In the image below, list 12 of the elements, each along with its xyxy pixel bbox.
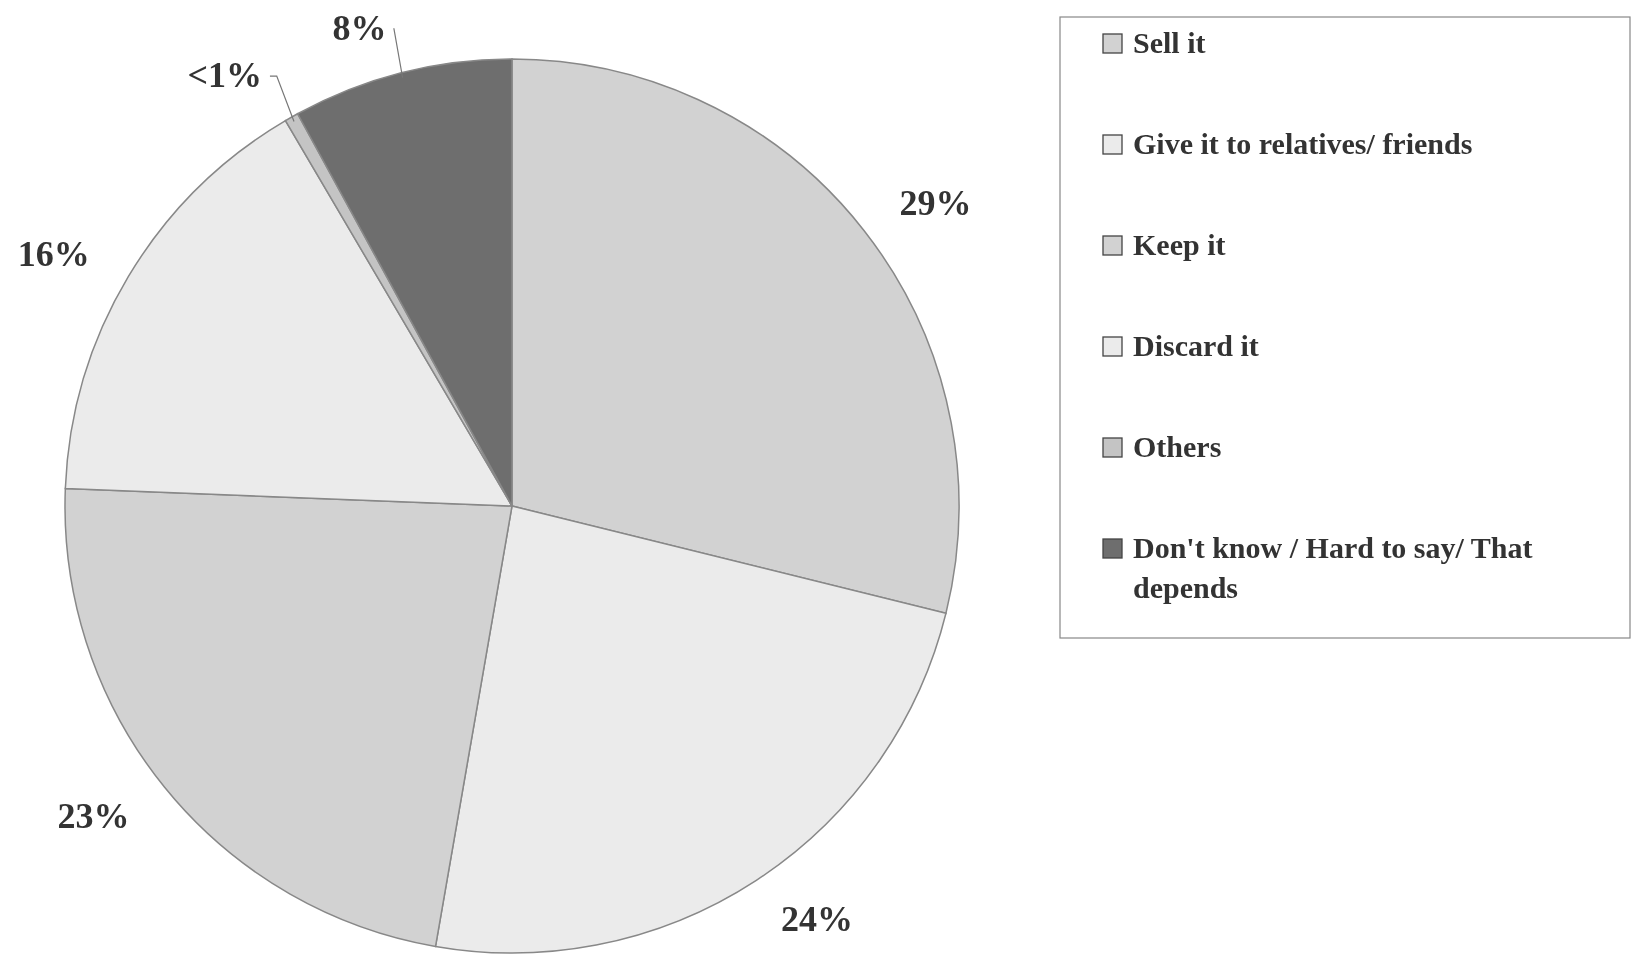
legend-label: Sell it xyxy=(1133,26,1206,59)
data-label: 29% xyxy=(899,183,972,224)
legend-label: Don't know / Hard to say/ That depends xyxy=(1133,531,1533,604)
data-label: 24% xyxy=(780,898,853,939)
data-label: 8% xyxy=(332,7,387,48)
data-label: <1% xyxy=(187,55,262,96)
legend-label: Others xyxy=(1133,430,1222,463)
legend-label: Discard it xyxy=(1133,329,1259,362)
data-label: 16% xyxy=(17,233,90,274)
data-label: 23% xyxy=(57,795,130,836)
legend-label: Give it to relatives/ friends xyxy=(1133,127,1473,160)
legend-label: Keep it xyxy=(1133,228,1226,261)
